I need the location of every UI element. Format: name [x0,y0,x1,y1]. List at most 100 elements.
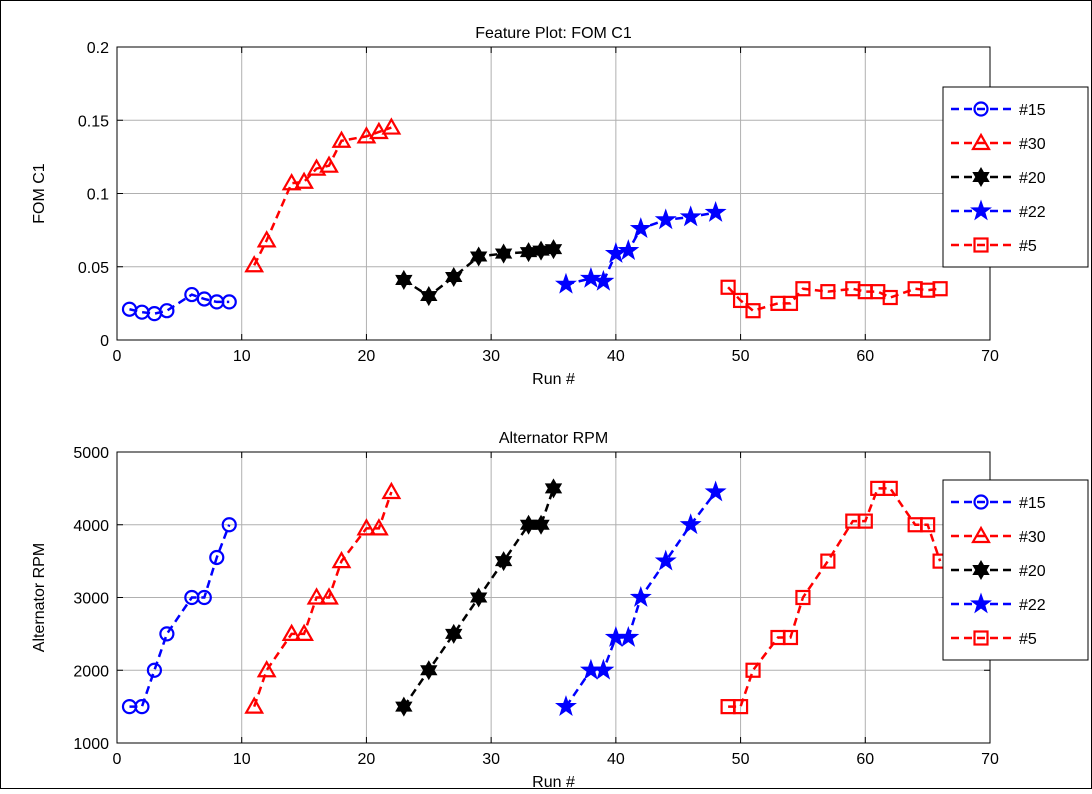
data-point [395,269,413,290]
data-point [820,553,836,569]
data-point [221,294,237,310]
data-point [244,696,265,714]
data-point [544,239,563,260]
gridlines [117,452,990,743]
legend-marker [970,199,992,221]
series-n5 [720,480,948,715]
data-point [882,480,898,496]
subplot-2: 0 10 20 30 40 50 60 70 1000 2000 3000 4000 5000 Alter… [31,430,1089,791]
series-line [129,293,230,315]
x-tick-label: 20 [358,751,376,768]
series-line [253,126,392,266]
data-point [381,481,402,500]
data-point [732,699,749,715]
ticks: 0 10 20 30 40 50 60 70 1000 2000 3000 4000 5000 [73,445,999,768]
y-tick-label: 1000 [73,736,109,753]
data-point [369,121,389,140]
data-point [704,480,727,502]
legend-item: #5 [951,237,1037,255]
data-point [256,660,277,678]
legend-item: #22 [951,592,1046,614]
legend-item: #20 [951,559,1046,581]
y-tick-label: 0.1 [87,187,109,204]
legend-label: #15 [1019,495,1046,512]
data-point [256,230,277,248]
legend-label: #15 [1019,102,1046,119]
data-point [221,517,237,533]
legend: #15 #30 #20 #22 #5 [942,479,1089,661]
x-tick-label: 70 [981,348,999,365]
data-point [146,662,163,678]
data-point [679,513,702,535]
data-point [281,623,302,641]
gridlines [117,47,990,340]
x-tick-label: 70 [981,751,999,768]
data-point [617,625,640,647]
data-point [932,281,948,297]
data-point [555,695,577,716]
legend: #15 #30 #20 #22 #5 [942,86,1089,268]
data-point [720,279,736,295]
x-tick-label: 0 [113,751,122,768]
legend-marker [971,525,991,544]
x-tick-label: 40 [607,751,625,768]
x-tick-label: 40 [607,348,625,365]
x-tick-label: 50 [732,751,750,768]
x-tick-label: 10 [233,348,251,365]
data-point [592,269,615,291]
data-point [244,255,265,273]
y-tick-label: 0.2 [87,40,109,57]
data-point [745,662,761,678]
data-point [617,239,640,260]
series-line [403,247,554,298]
y-axis-label: Alternator RPM [31,543,48,652]
legend-label: #20 [1019,563,1046,580]
data-point [494,243,513,264]
data-point [381,117,402,135]
legend-marker [973,630,989,646]
data-point [820,284,836,300]
legend-marker [972,166,990,188]
legend-label: #20 [1019,170,1046,187]
data-point [294,171,314,189]
data-point [281,173,302,191]
data-point [544,478,563,499]
x-tick-label: 60 [856,751,874,768]
data-point [882,289,898,306]
data-point [857,513,873,529]
data-point [579,266,602,288]
legend-marker [973,101,989,117]
legend-marker [971,132,991,151]
data-point [319,155,339,173]
data-point [369,518,389,536]
series-n5 [720,279,948,319]
data-point [306,158,327,176]
data-point [159,303,175,319]
x-tick-label: 0 [113,348,122,365]
data-point [159,626,175,642]
series-n30 [244,117,402,273]
data-point [445,623,463,644]
x-axis-label: Run # [532,371,575,388]
data-point [745,303,761,319]
series-n20 [395,239,563,307]
ticks: 0 10 20 30 40 50 60 70 0 0.05 0.1 0.15 0.2 [78,40,999,365]
legend-label: #5 [1019,631,1037,648]
legend-marker [972,559,990,581]
y-tick-label: 0 [100,333,109,350]
data-point [592,658,615,680]
data-point [306,587,327,605]
legend-label: #22 [1019,204,1046,221]
y-tick-label: 3000 [73,591,109,608]
data-point [629,217,652,238]
series-n15 [121,517,237,715]
data-point [196,589,212,606]
x-tick-label: 60 [856,348,874,365]
subplot-1: 0 10 20 30 40 50 60 70 0 0.05 0.1 0.15 0.2 Feature Pl… [31,25,1089,388]
data-point [494,551,513,572]
data-point [356,126,377,144]
data-point [782,629,799,646]
y-tick-label: 0.05 [78,260,109,277]
